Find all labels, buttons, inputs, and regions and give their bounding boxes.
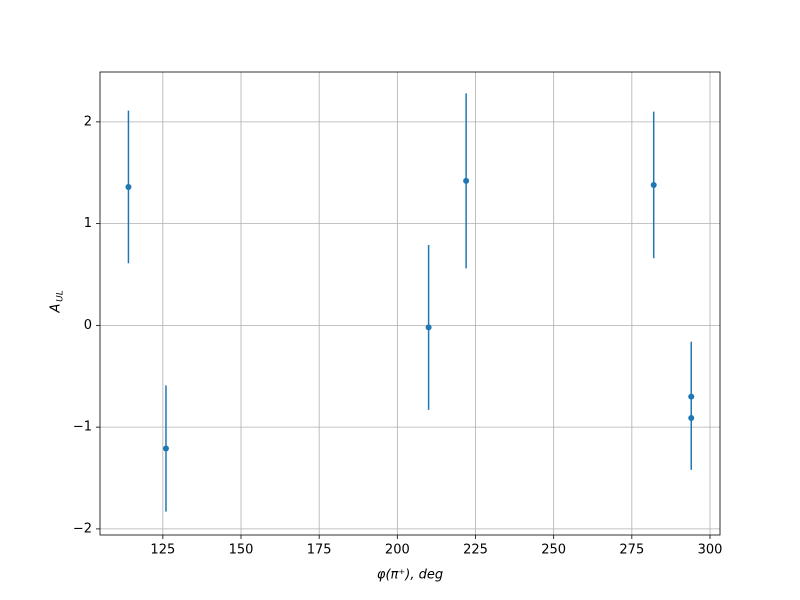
x-tick-label: 225 [463,543,488,558]
y-tick-label: 0 [84,318,92,333]
x-tick-label: 250 [541,543,566,558]
x-tick-label: 150 [229,543,254,558]
data-point [688,414,695,421]
x-axis-label: φ(π⁺), deg [377,568,443,583]
data-point [463,177,470,184]
y-axis-label: A [49,304,64,314]
x-tick-label: 300 [698,543,723,558]
x-tick-label: 125 [150,543,175,558]
x-tick-label: 175 [307,543,332,558]
data-point [425,324,432,331]
x-tick-label: 200 [385,543,410,558]
y-axis-label-subscript: UL [56,290,66,302]
plot-frame [99,71,721,536]
x-tick-label: 275 [619,543,644,558]
y-tick-label: 1 [84,216,92,231]
y-tick-label: −1 [73,420,92,435]
data-point [162,445,169,452]
data-point [650,181,657,188]
data-point [125,183,132,190]
y-tick-label: 2 [84,114,92,129]
y-tick-label: −2 [73,521,92,536]
